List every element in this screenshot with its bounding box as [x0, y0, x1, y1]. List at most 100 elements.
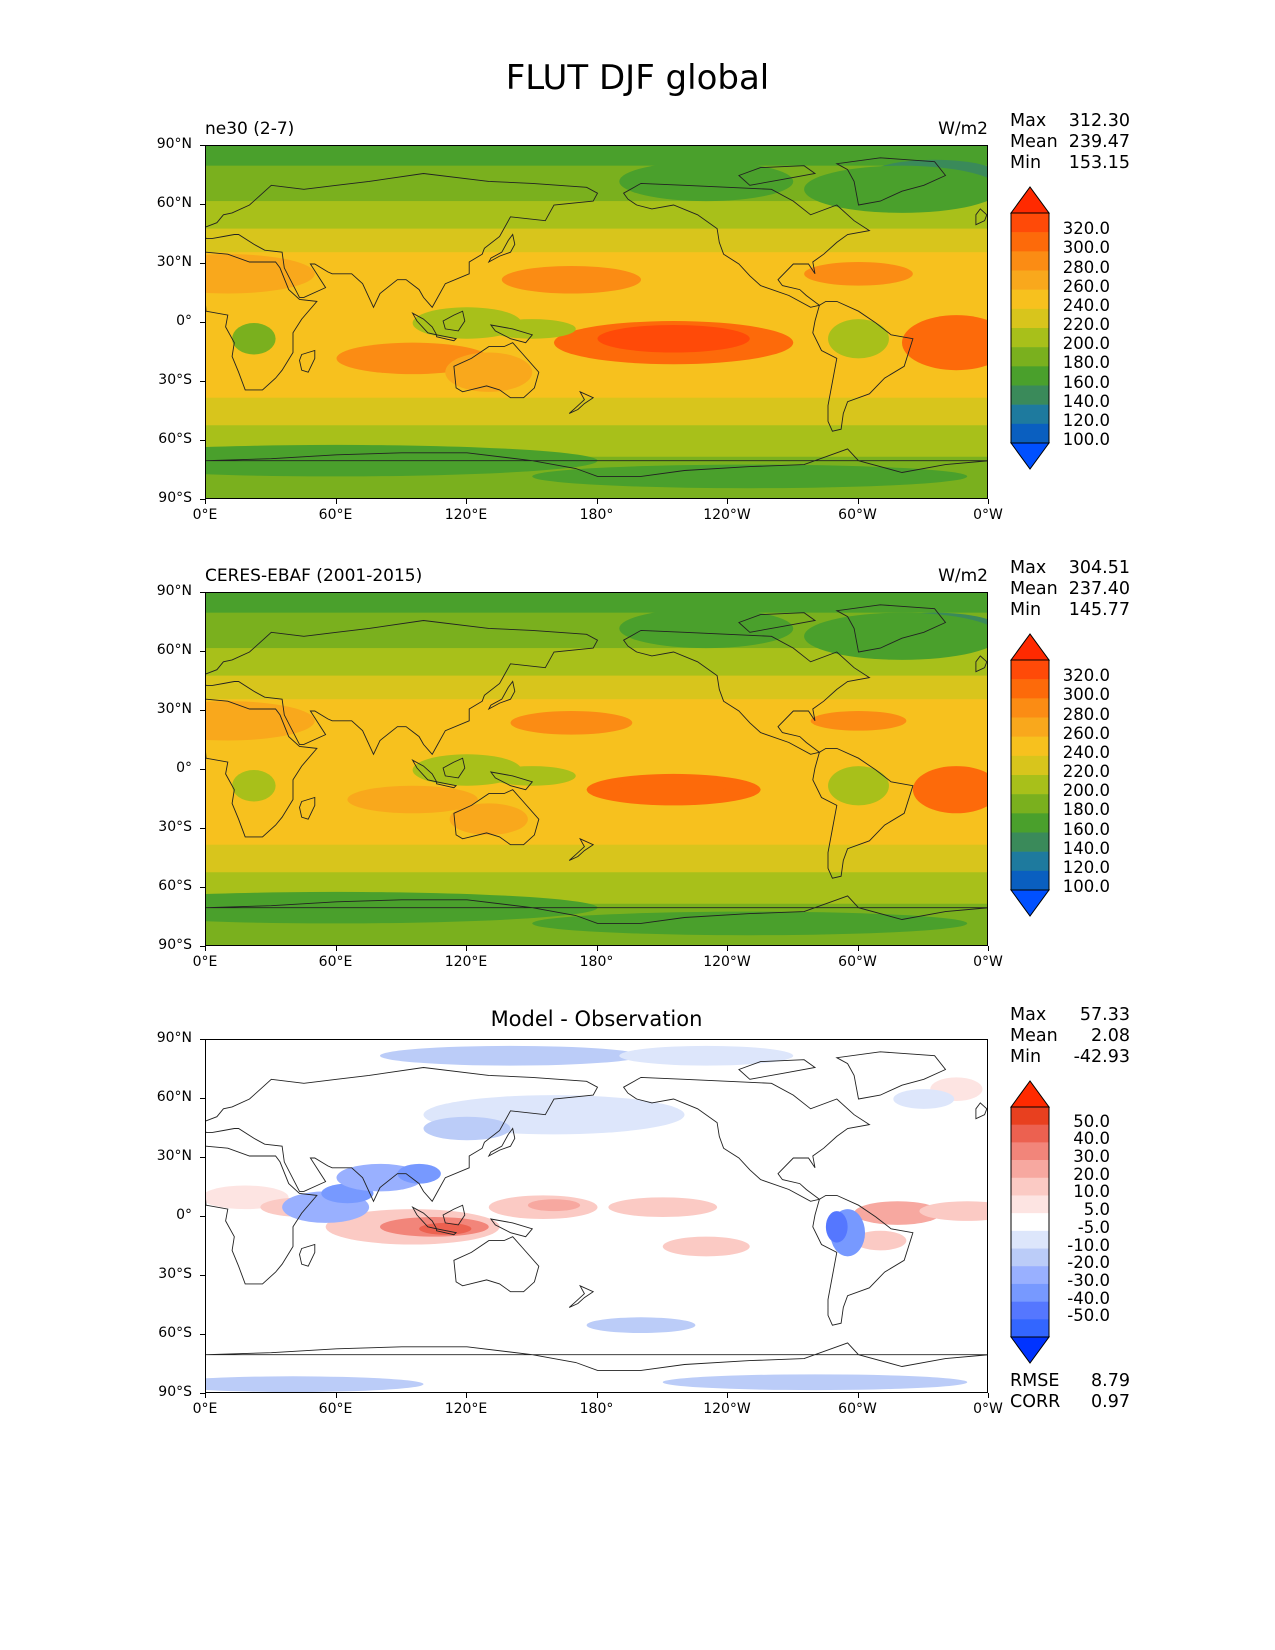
coastline — [206, 251, 318, 391]
y-tick-mark — [200, 828, 205, 829]
colorbar-swatch — [1011, 1230, 1049, 1249]
colorbar — [1010, 186, 1050, 502]
x-tick-label: 120°E — [444, 954, 488, 970]
field-contour — [597, 324, 750, 353]
y-tick-mark — [200, 1039, 205, 1040]
colorbar-level-label: 120.0 — [1062, 857, 1110, 877]
coastline — [738, 1059, 817, 1080]
y-tick-label: 30°S — [158, 819, 192, 835]
field-contour — [527, 1199, 581, 1212]
colorbar-swatch — [1011, 423, 1049, 444]
x-tick-mark — [205, 1393, 206, 1398]
field-contour — [608, 1197, 718, 1217]
coastline — [453, 1236, 540, 1293]
field-contour — [488, 319, 576, 339]
x-tick-mark — [335, 946, 337, 951]
stat-label: CORR — [1010, 1392, 1061, 1412]
coastline — [835, 1051, 947, 1100]
x-tick-label: 0°W — [973, 507, 1003, 523]
colorbar-level-label: 180.0 — [1062, 800, 1110, 820]
colorbar-swatch — [1011, 1142, 1049, 1161]
contour-map — [206, 593, 987, 945]
coastline — [436, 1228, 458, 1236]
x-tick-label: 120°E — [444, 507, 488, 523]
x-tick-mark — [596, 1393, 598, 1398]
x-tick-label: 60°W — [838, 954, 877, 970]
y-tick-mark — [200, 1216, 205, 1217]
colorbar-swatch — [1011, 832, 1049, 852]
coastline — [568, 390, 595, 414]
colorbar-swatch — [1011, 1107, 1049, 1125]
field-contour — [445, 352, 533, 392]
stat-label: Max — [1010, 111, 1047, 131]
field-contour — [232, 770, 276, 802]
colorbar — [1010, 633, 1050, 949]
stat-value: 304.51 — [1068, 558, 1130, 578]
y-tick-mark — [200, 499, 205, 500]
x-tick-mark — [727, 946, 728, 951]
colorbar-swatch — [1011, 251, 1049, 271]
y-tick-label: 30°N — [156, 1148, 192, 1164]
colorbar-swatch — [1011, 328, 1049, 348]
x-tick-label: 180° — [579, 507, 614, 523]
y-tick-label: 60°N — [156, 642, 192, 658]
colorbar-swatch — [1011, 308, 1049, 329]
y-tick-mark — [200, 887, 205, 888]
coastline — [206, 698, 318, 838]
x-tick-mark — [727, 1393, 728, 1398]
colorbar-swatch — [1011, 1124, 1049, 1143]
x-tick-label: 120°W — [703, 507, 751, 523]
colorbar-frame — [1010, 212, 1050, 444]
stat-value: 0.97 — [1091, 1392, 1130, 1412]
x-tick-mark — [596, 946, 598, 951]
colorbar-extend-min — [1010, 442, 1050, 470]
field-band — [206, 228, 987, 253]
colorbar-level-label: 280.0 — [1062, 257, 1110, 277]
x-tick-mark — [857, 1393, 859, 1398]
stat-label: Min — [1010, 600, 1042, 620]
colorbar-level-label: 5.0 — [1083, 1200, 1110, 1220]
coastline — [489, 324, 534, 344]
field-contour — [919, 1201, 987, 1221]
colorbar-swatch — [1011, 366, 1049, 386]
colorbar-swatch — [1011, 660, 1049, 680]
colorbar-level-label: 10.0 — [1073, 1182, 1110, 1202]
field-contour — [232, 323, 276, 355]
field-contour — [510, 711, 633, 735]
y-tick-mark — [200, 263, 205, 264]
colorbar-swatch — [1011, 717, 1049, 737]
colorbar-swatch — [1011, 213, 1049, 233]
colorbar-swatch — [1011, 679, 1049, 699]
colorbar-level-label: 160.0 — [1062, 372, 1110, 392]
colorbar-level-label: -10.0 — [1067, 1235, 1110, 1255]
colorbar-svg — [1010, 633, 1050, 917]
field-contour — [206, 1376, 424, 1392]
coastline — [738, 612, 817, 633]
colorbar-swatch — [1011, 736, 1049, 757]
x-tick-mark — [335, 499, 337, 504]
x-tick-label: 180° — [579, 1401, 614, 1417]
y-tick-mark — [200, 1098, 205, 1099]
coastline — [442, 1204, 466, 1226]
coastline — [812, 300, 914, 432]
coastline — [206, 173, 599, 309]
x-tick-mark — [466, 946, 467, 951]
field-contour — [825, 1211, 848, 1243]
y-tick-label: 90°N — [156, 583, 192, 599]
field-contour — [347, 785, 478, 814]
colorbar-level-label: 320.0 — [1062, 666, 1110, 686]
stat-value: 237.40 — [1068, 579, 1130, 599]
colorbar-swatch — [1011, 813, 1049, 833]
coastline — [453, 342, 540, 399]
x-tick-label: 60°E — [318, 1401, 353, 1417]
colorbar-extend-max — [1010, 633, 1050, 661]
coastline — [489, 1218, 534, 1238]
colorbar-swatch — [1011, 1160, 1049, 1179]
coastline — [206, 1145, 318, 1285]
panel-left-label: ne30 (2-7) — [205, 119, 295, 139]
field-contour — [532, 911, 968, 936]
y-tick-mark — [200, 1334, 205, 1335]
y-tick-mark — [200, 946, 205, 947]
coastline — [206, 448, 987, 477]
colorbar-swatch — [1011, 289, 1049, 310]
